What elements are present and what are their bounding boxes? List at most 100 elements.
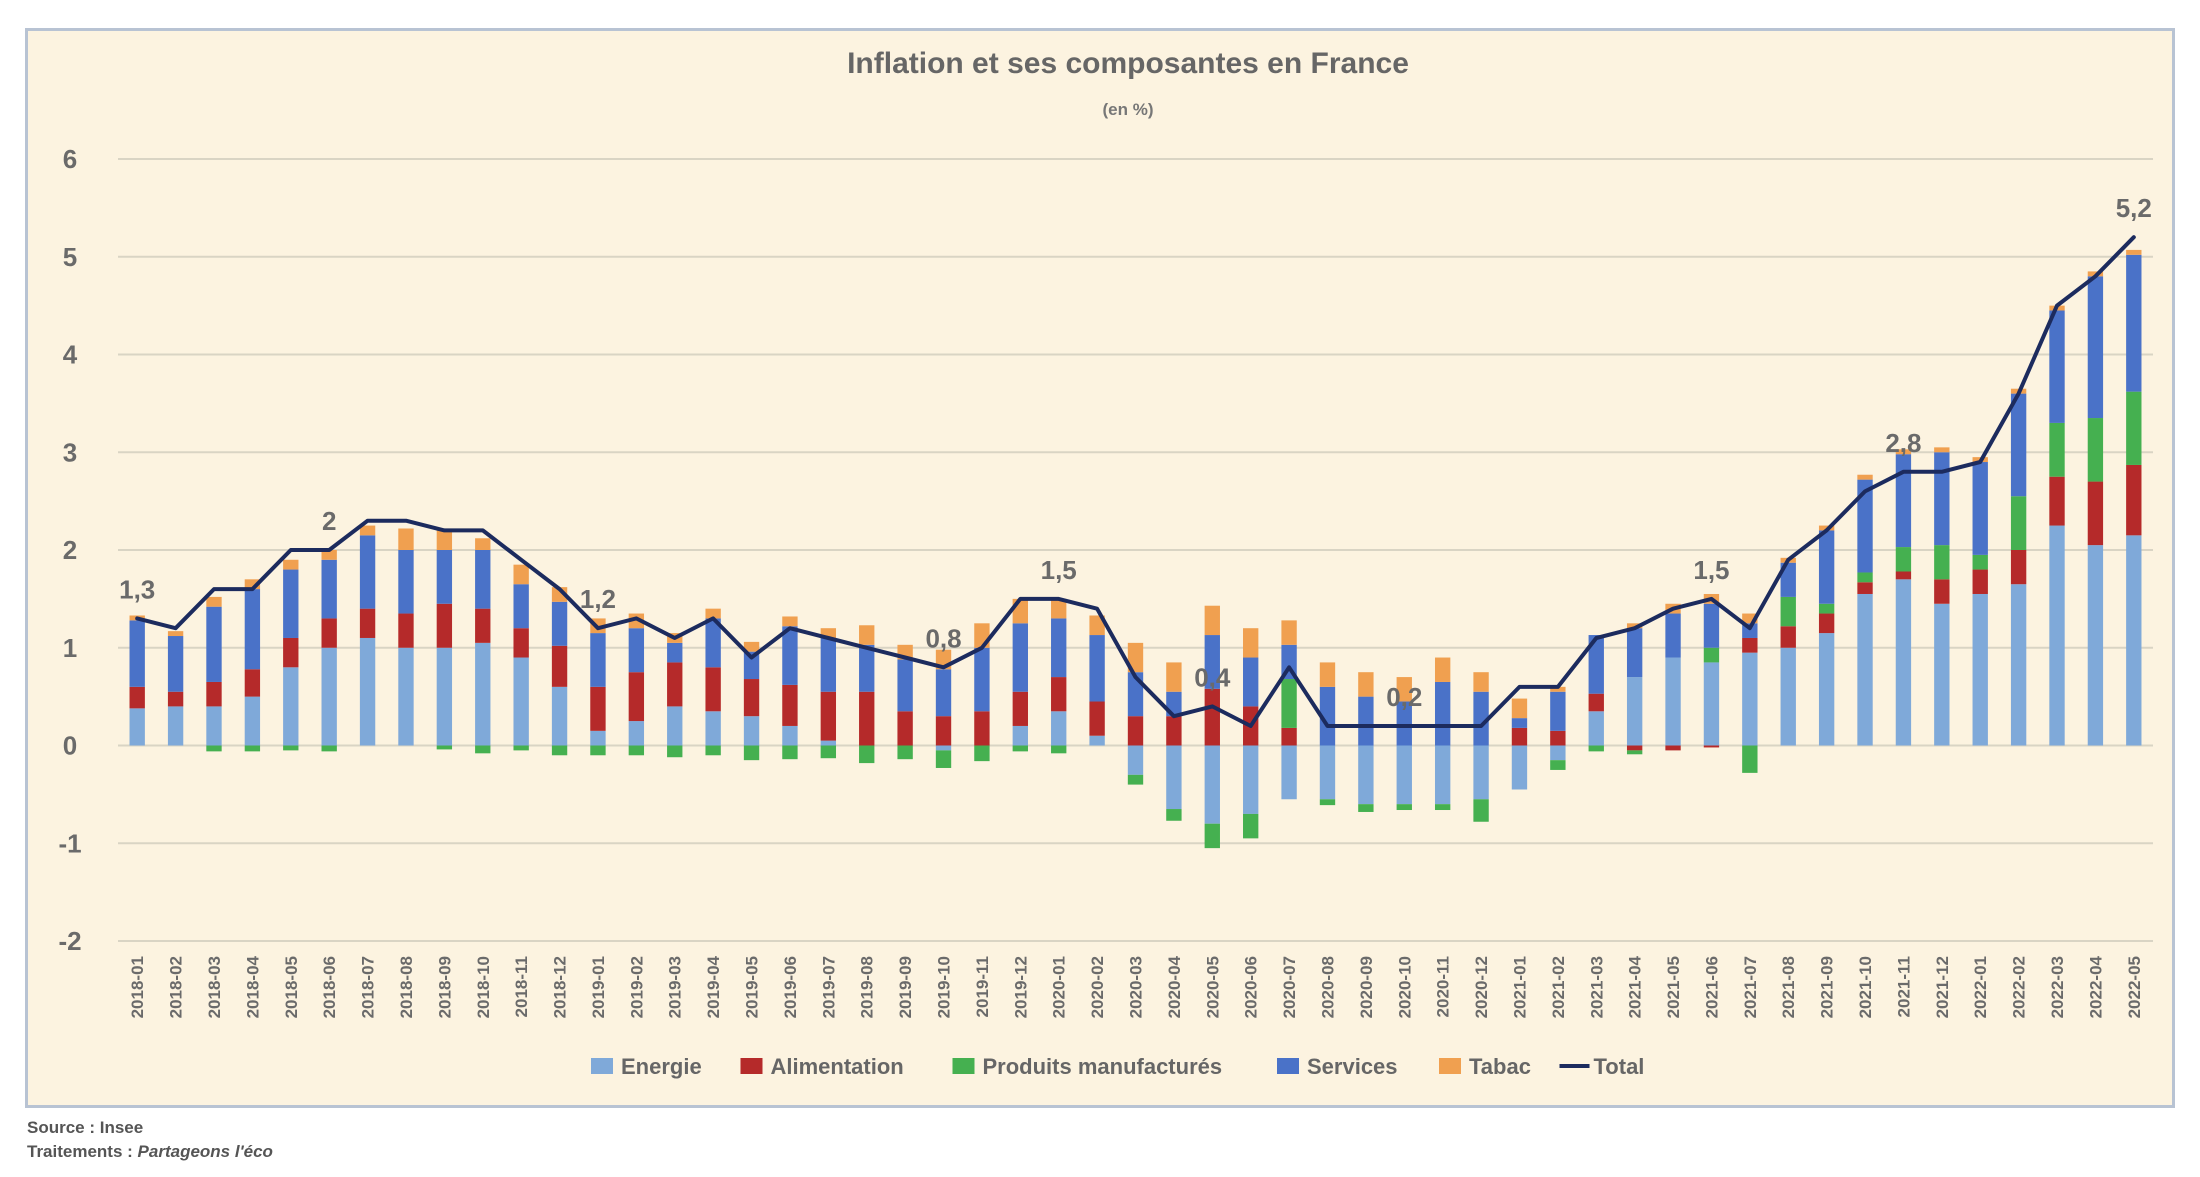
- legend-swatch: [740, 1058, 763, 1074]
- bar-energie: [1319, 745, 1336, 800]
- bar-services: [2087, 276, 2104, 419]
- bar-tabac: [1511, 698, 1528, 719]
- x-tick-label: 2020-06: [1242, 956, 1261, 1018]
- bar-produits-manufactur-s: [974, 745, 990, 762]
- bar-energie: [1665, 657, 1681, 746]
- bar-alimentation: [1626, 745, 1643, 751]
- bar-energie: [1204, 745, 1220, 824]
- bar-services: [513, 584, 529, 629]
- bar-alimentation: [590, 686, 606, 731]
- legend-swatch: [1277, 1058, 1299, 1074]
- legend-label: Tabac: [1469, 1054, 1531, 1079]
- bar-services: [436, 550, 453, 604]
- bar-energie: [935, 745, 952, 751]
- bar-alimentation: [820, 691, 837, 741]
- bar-produits-manufactur-s: [1742, 745, 1758, 773]
- bar-tabac: [1204, 605, 1220, 636]
- bar-services: [283, 569, 299, 638]
- x-tick-label: 2020-08: [1318, 956, 1337, 1018]
- bar-services: [590, 633, 606, 687]
- bar-produits-manufactur-s: [1434, 804, 1451, 811]
- bar-produits-manufactur-s: [1319, 799, 1336, 806]
- x-tick-label: 2019-07: [819, 956, 838, 1018]
- bar-alimentation: [475, 608, 491, 643]
- bar-tabac: [1473, 672, 1489, 692]
- bar-produits-manufactur-s: [590, 745, 606, 756]
- data-label: 0,4: [1194, 662, 1231, 692]
- bar-energie: [359, 637, 376, 746]
- bar-tabac: [206, 596, 222, 607]
- data-label: 2,8: [1885, 428, 1921, 458]
- bar-alimentation: [1550, 730, 1566, 746]
- bar-services: [167, 636, 184, 692]
- bar-produits-manufactur-s: [1127, 774, 1144, 785]
- bar-services: [1780, 562, 1796, 597]
- bar-produits-manufactur-s: [782, 745, 798, 760]
- bar-services: [1473, 691, 1489, 746]
- bar-tabac: [1857, 474, 1873, 480]
- bar-services: [1204, 635, 1220, 689]
- bar-tabac: [321, 550, 337, 560]
- bar-services: [1550, 691, 1566, 731]
- bar-alimentation: [974, 711, 990, 746]
- bar-tabac: [628, 613, 645, 629]
- bar-tabac: [244, 579, 261, 590]
- bar-energie: [1703, 662, 1720, 746]
- x-tick-label: 2020-05: [1203, 956, 1222, 1018]
- bar-services: [820, 637, 837, 692]
- bar-produits-manufactur-s: [1703, 647, 1720, 663]
- bar-produits-manufactur-s: [743, 745, 760, 761]
- y-tick-label: 5: [63, 242, 77, 272]
- bar-produits-manufactur-s: [1396, 804, 1412, 811]
- bar-energie: [1511, 745, 1528, 790]
- x-tick-label: 2019-09: [896, 956, 915, 1018]
- bar-tabac: [398, 528, 414, 550]
- bar-services: [1358, 696, 1374, 746]
- x-tick-label: 2018-06: [320, 956, 339, 1018]
- bar-produits-manufactur-s: [2126, 391, 2142, 465]
- bar-produits-manufactur-s: [1358, 804, 1374, 812]
- bar-energie: [1857, 593, 1873, 746]
- bar-produits-manufactur-s: [244, 745, 261, 752]
- x-tick-label: 2022-05: [2125, 956, 2144, 1018]
- legend-swatch: [591, 1058, 613, 1074]
- x-tick-label: 2021-04: [1626, 955, 1645, 1018]
- bar-services: [859, 644, 875, 692]
- bar-alimentation: [1588, 693, 1604, 712]
- bar-produits-manufactur-s: [859, 745, 875, 764]
- chart-title: Inflation et ses composantes en France: [847, 47, 1409, 80]
- bar-energie: [244, 696, 261, 746]
- data-label: 1,2: [580, 584, 616, 614]
- bar-energie: [1934, 603, 1950, 746]
- line-layer: [135, 235, 2136, 728]
- x-tick-label: 2019-01: [589, 956, 608, 1018]
- x-tick-label: 2021-12: [1933, 956, 1952, 1018]
- bar-produits-manufactur-s: [935, 750, 952, 768]
- bar-alimentation: [1012, 691, 1028, 726]
- bar-produits-manufactur-s: [1780, 596, 1796, 627]
- bar-services: [974, 647, 990, 712]
- x-tick-label: 2018-02: [167, 956, 186, 1018]
- bar-services: [1626, 628, 1643, 678]
- x-tick-label: 2019-11: [973, 956, 992, 1017]
- bar-energie: [1089, 735, 1105, 746]
- labels-layer: 1,3 2 1,2 0,8 1,5 0,4 0,2 1,5 2,8 5,2: [119, 193, 2152, 712]
- bar-energie: [2010, 584, 2027, 746]
- bar-energie: [129, 708, 145, 746]
- bar-alimentation: [2087, 481, 2104, 546]
- x-tick-label: 2021-02: [1549, 956, 1568, 1018]
- y-tick-label: 0: [63, 731, 77, 761]
- data-label: 2: [322, 506, 336, 536]
- bar-tabac: [743, 641, 760, 652]
- x-tick-label: 2020-01: [1050, 956, 1069, 1018]
- bar-alimentation: [1051, 677, 1067, 712]
- bar-services: [1818, 530, 1835, 604]
- data-label: 1,3: [119, 574, 155, 604]
- bar-energie: [1550, 745, 1566, 761]
- bar-produits-manufactur-s: [1051, 745, 1067, 754]
- bar-energie: [1626, 677, 1643, 746]
- bar-energie: [2087, 545, 2104, 746]
- data-label: 1,5: [1693, 555, 1729, 585]
- x-tick-label: 2020-12: [1472, 956, 1491, 1018]
- x-tick-label: 2018-03: [205, 956, 224, 1018]
